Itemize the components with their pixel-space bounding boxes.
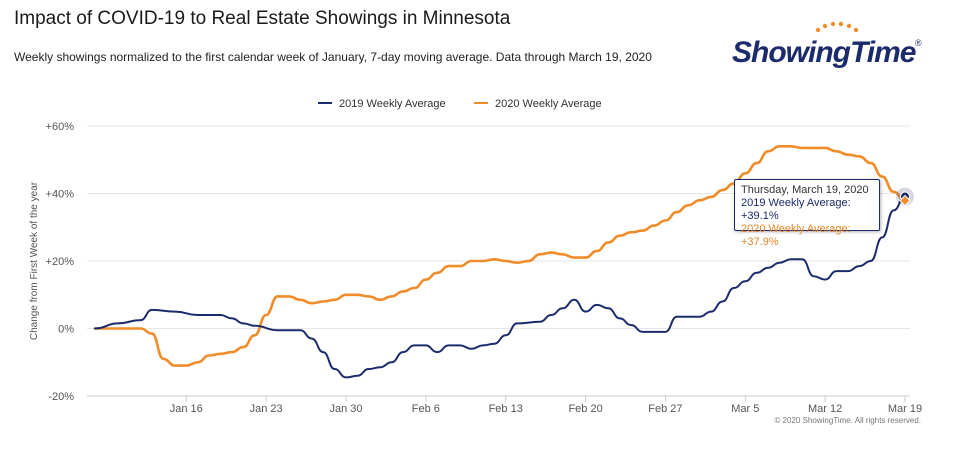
x-tick-label: Feb 27 <box>648 403 682 415</box>
point-marker-2020 <box>899 194 911 207</box>
x-tick-label: Mar 5 <box>731 403 759 415</box>
x-tick-label: Jan 30 <box>329 403 362 415</box>
tooltip-date: Thursday, March 19, 2020 <box>741 184 869 196</box>
x-tick-label: Mar 12 <box>808 403 842 415</box>
x-tick-label: Feb 6 <box>412 403 440 415</box>
copyright-notice: © 2020 ShowingTime. All rights reserved. <box>774 416 921 425</box>
chart-tooltip: Thursday, March 19, 2020 2019 Weekly Ave… <box>734 179 880 248</box>
chart-title: Impact of COVID-19 to Real Estate Showin… <box>14 8 511 29</box>
logo-arc-icon <box>815 21 859 33</box>
x-tick-label: Jan 16 <box>170 403 203 415</box>
legend-label-2020: 2020 Weekly Average <box>495 98 602 110</box>
x-tick-label: Jan 23 <box>250 403 283 415</box>
logo-wordmark: ShowingTime <box>732 36 916 69</box>
x-tick-label: Mar 19 <box>888 403 922 415</box>
y-tick-label: +60% <box>46 121 75 133</box>
series-line-2019 <box>94 195 906 379</box>
x-tick-label: Feb 13 <box>489 403 523 415</box>
logo-registered-mark: ® <box>915 38 922 48</box>
showingtime-logo: ShowingTime ® <box>732 20 932 80</box>
tooltip-2020-value: 2020 Weekly Average: +37.9% <box>741 223 851 248</box>
series-line-2020 <box>93 145 907 367</box>
y-axis-label: Change from First Week of the year <box>29 181 40 340</box>
chart-subtitle: Weekly showings normalized to the first … <box>14 50 652 64</box>
tooltip-2019-value: 2019 Weekly Average: +39.1% <box>741 197 851 222</box>
y-tick-label: 0% <box>58 324 74 336</box>
y-tick-label: -20% <box>48 391 74 403</box>
legend-label-2019: 2019 Weekly Average <box>339 98 446 110</box>
x-tick-label: Feb 20 <box>568 403 602 415</box>
y-tick-label: +40% <box>46 189 75 201</box>
y-tick-label: +20% <box>46 256 75 268</box>
